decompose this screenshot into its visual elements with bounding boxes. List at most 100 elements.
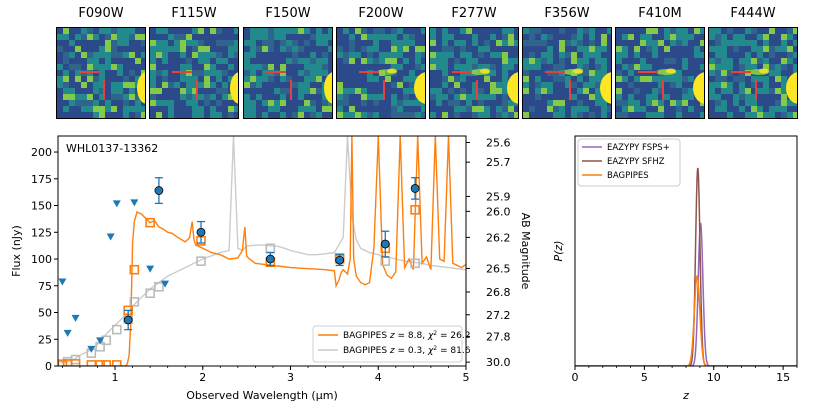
sed-legend-part: χ (427, 346, 434, 356)
pz-legend: EAZYPY FSPS+ EAZYPY SFHZ BAGPIPES (577, 138, 681, 187)
pz-x-tick-label: 15 (776, 371, 790, 384)
stamp-image (56, 27, 146, 119)
model-square-z0p3 (145, 288, 155, 299)
right-tick-label: 26.8 (486, 286, 511, 299)
observed-point (335, 255, 345, 265)
x-tick-label: 5 (463, 371, 470, 384)
upper-limit-marker (96, 337, 105, 345)
right-tick-label: 25.9 (486, 190, 511, 203)
right-tick-label: 27.8 (486, 331, 511, 344)
right-tick-label: 25.7 (486, 156, 511, 169)
sed-legend-part: z (389, 331, 395, 341)
sed-title: WHL0137-13362 (66, 142, 158, 155)
sed-legend-part: = 81.6 (437, 346, 471, 356)
observed-point (380, 239, 390, 249)
pz-curve-eazypy-sfhz (575, 167, 797, 366)
observed-point (265, 254, 275, 264)
observed-point (154, 186, 164, 195)
pz-curve-bagpipes (575, 274, 797, 366)
stamp-image (429, 27, 519, 119)
sed-x-label: Observed Wavelength (μm) (186, 389, 337, 402)
model-square-z8p8 (95, 360, 105, 366)
upper-limit-marker (161, 280, 170, 288)
y-tick-label: 0 (45, 360, 52, 373)
pz-x-tick-label: 5 (641, 371, 648, 384)
sed-frame (57, 135, 467, 367)
sed-legend-part: = 26.2 (437, 331, 470, 341)
y-tick-label: 150 (31, 200, 52, 213)
upper-limit-marker (130, 199, 139, 207)
right-tick-label: 26.0 (486, 205, 511, 218)
upper-limit-marker (58, 278, 67, 286)
right-tick-label: 26.2 (486, 231, 511, 244)
pz-x-tick-label: 10 (707, 371, 721, 384)
sed-legend-part: BAGPIPES (343, 331, 390, 341)
upper-limit-marker (87, 345, 96, 353)
y-tick-label: 50 (38, 307, 52, 320)
observed-point (196, 227, 206, 237)
right-tick-label: 30.0 (486, 356, 511, 369)
stamp-filter-label: F356W (544, 6, 590, 21)
y-tick-label: 25 (38, 333, 52, 346)
stamp-filter-label: F115W (171, 6, 217, 21)
stamp-image (522, 27, 612, 119)
observed-point (410, 184, 420, 193)
model-square-z8p8 (129, 264, 140, 275)
pz-legend-label: EAZYPY FSPS+ (607, 143, 670, 153)
stamp-filter-label: F410M (638, 6, 682, 21)
x-tick-label: 2 (199, 371, 206, 384)
model-square-z0p3 (196, 256, 206, 266)
sed-legend-part: = 8.8, (395, 331, 428, 341)
observed-point (123, 315, 133, 325)
pz-legend-box (577, 138, 681, 187)
upper-limit-marker (63, 329, 72, 337)
sed-legend-box (312, 325, 463, 363)
x-tick-label: 4 (375, 371, 382, 384)
sed-legend-part: χ (427, 331, 434, 341)
pz-legend-label: EAZYPY SFHZ (607, 157, 665, 167)
sed-y-label: Flux (nJy) (10, 225, 23, 277)
right-tick-label: 26.5 (486, 262, 511, 275)
sed-legend-part: BAGPIPES (343, 346, 390, 356)
model-square-z8p8 (70, 359, 81, 366)
x-tick-label: 1 (112, 371, 119, 384)
model-square-z8p8 (101, 360, 112, 366)
y-tick-label: 125 (31, 226, 52, 239)
stamp-filter-label: F444W (730, 6, 776, 21)
filter-stamps: F090W F115W F150W F200W F277W F356W F410M F444W (0, 0, 822, 125)
right-tick-label: 25.6 (486, 136, 511, 149)
sed-right-label: AB Magnitude (519, 213, 532, 290)
sed-legend-label: BAGPIPES z = 8.8, χ2 = 26.2 (343, 330, 470, 342)
sed-legend-part: 2 (433, 345, 437, 352)
upper-limit-marker (146, 265, 155, 273)
stamp-filter-label: F150W (265, 6, 311, 21)
y-tick-label: 200 (31, 146, 52, 159)
upper-limit-marker (106, 233, 115, 241)
sed-legend-part: = 0.3, (395, 346, 428, 356)
y-tick-label: 175 (31, 173, 52, 186)
right-tick-label: 27.2 (486, 309, 511, 322)
pz-legend-label: BAGPIPES (607, 171, 649, 181)
sed-legend-part: z (389, 346, 395, 356)
stamp-filter-label: F090W (78, 6, 124, 21)
stamp-image (149, 27, 239, 119)
stamp-image (243, 27, 333, 119)
upper-limit-marker (71, 314, 80, 322)
model-square-z8p8 (111, 360, 122, 366)
model-square-z0p3 (410, 258, 420, 269)
upper-limit-marker (112, 200, 121, 208)
model-square-z8p8 (86, 360, 97, 366)
model-square-z0p3 (129, 297, 140, 307)
model-square-z0p3 (154, 282, 164, 292)
model-square-z8p8 (410, 205, 420, 215)
sed-legend-part: 2 (433, 330, 437, 337)
sed-legend-label: BAGPIPES z = 0.3, χ2 = 81.6 (343, 345, 471, 357)
pz-curve-eazypy-fsps- (575, 222, 797, 366)
pz-x-label: z (682, 389, 689, 402)
y-tick-label: 75 (38, 280, 52, 293)
stamp-filter-label: F277W (451, 6, 497, 21)
stamp-filter-label: F200W (358, 6, 404, 21)
x-tick-label: 3 (287, 371, 294, 384)
